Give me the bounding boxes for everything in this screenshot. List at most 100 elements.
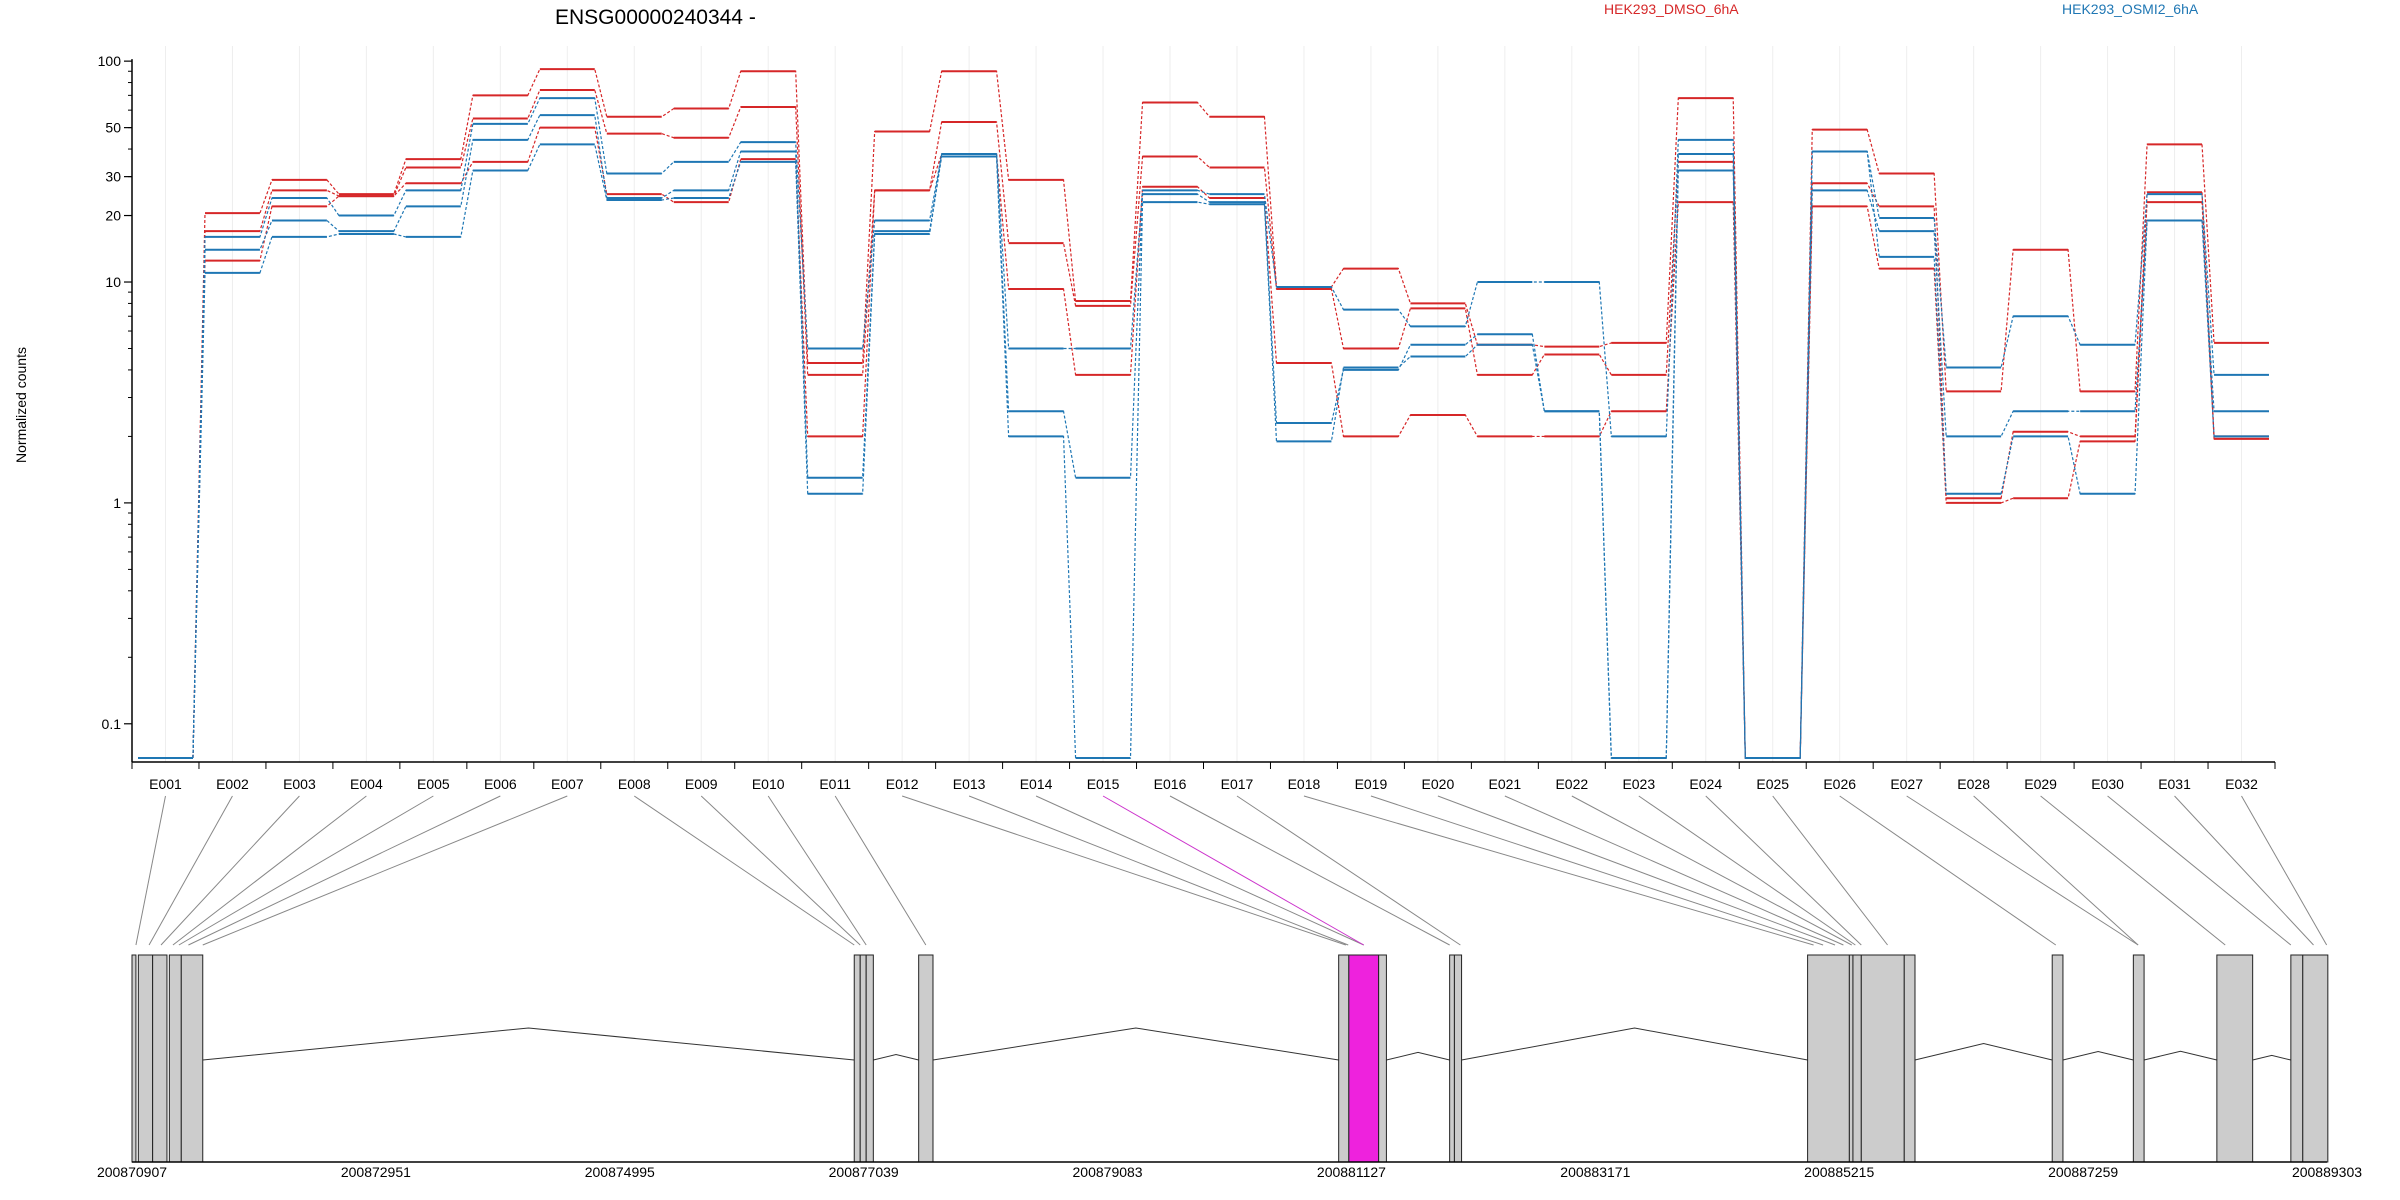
x-tick-label: E017 — [1221, 776, 1254, 792]
exon-link-line — [1504, 795, 1844, 946]
genomic-axis-label: 200887259 — [2048, 1164, 2118, 1180]
x-tick-label: E018 — [1288, 776, 1321, 792]
exon-link-line — [1839, 795, 2057, 946]
exon-box — [1848, 954, 1854, 1163]
vertical-grid-lines — [164, 46, 2243, 762]
exon-link-line — [1571, 795, 1852, 946]
exon-link-line — [1169, 795, 1450, 946]
exon-link-line — [1638, 795, 1856, 946]
y-axis: 0.1 1 10 20 30 50 100 — [98, 53, 133, 762]
exon-link-line — [968, 795, 1349, 946]
exon-box — [1860, 954, 1905, 1163]
exon-box — [1338, 954, 1350, 1163]
exon-box — [1453, 954, 1463, 1163]
series-line — [138, 89, 2269, 759]
exon-box — [1378, 954, 1387, 1163]
exon-link-line — [188, 795, 501, 946]
x-tick-label: E011 — [819, 776, 851, 792]
exon-link-line — [148, 795, 233, 946]
exon-box — [168, 954, 182, 1163]
x-tick-label: E007 — [551, 776, 584, 792]
y-tick-label: 1 — [113, 495, 121, 511]
x-tick-label: E013 — [953, 776, 986, 792]
exon-box — [918, 954, 934, 1163]
exon-link-line — [2107, 795, 2292, 946]
series-3 — [138, 126, 2269, 759]
x-tick-label: E015 — [1087, 776, 1120, 792]
legend-entry-osmi2: HEK293_OSMI2_6hA — [2062, 1, 2199, 17]
series-4 — [138, 97, 2269, 759]
exon-link-line — [767, 795, 867, 946]
series-5 — [138, 114, 2269, 759]
exon-link-line — [901, 795, 1346, 946]
y-tick-label: 0.1 — [102, 716, 122, 732]
x-tick-label: E024 — [1689, 776, 1722, 792]
genomic-axis-label: 200885215 — [1804, 1164, 1874, 1180]
intron-line — [2062, 1051, 2134, 1061]
series-1 — [138, 68, 2269, 759]
exon-link-line — [2241, 795, 2328, 946]
exon-link-line — [135, 795, 166, 946]
exon-link-line — [633, 795, 855, 946]
exon-link-line — [1035, 795, 1364, 946]
legend-entry-dmso: HEK293_DMSO_6hA — [1604, 1, 1739, 17]
x-tick-label: E029 — [2024, 776, 2057, 792]
x-tick-label: E023 — [1622, 776, 1655, 792]
x-tick-label: E020 — [1422, 776, 1455, 792]
x-tick-label: E001 — [149, 776, 182, 792]
x-tick-label: E032 — [2225, 776, 2258, 792]
series-line — [138, 143, 2269, 759]
exon-box — [853, 954, 861, 1163]
genomic-coordinate-axis: 200870907 200872951 200874995 200877039 2008… — [97, 1161, 2362, 1180]
x-tick-label: E031 — [2158, 776, 2191, 792]
exon-link-line — [172, 795, 367, 946]
y-tick-label: 30 — [105, 169, 121, 185]
genomic-axis-label: 200877039 — [829, 1164, 899, 1180]
series-2 — [138, 89, 2269, 759]
genomic-axis-label: 200881127 — [1317, 1164, 1386, 1180]
exon-link-line — [1437, 795, 1836, 946]
genomic-axis-label: 200870907 — [97, 1164, 167, 1180]
intron-line — [2143, 1050, 2217, 1061]
intron-line — [932, 1027, 1339, 1061]
intron-line — [1461, 1027, 1808, 1061]
exon-box — [2290, 954, 2304, 1163]
exon-box — [1449, 954, 1455, 1163]
intron-line — [1914, 1043, 2053, 1061]
genomic-axis-label: 200879083 — [1073, 1164, 1143, 1180]
exon-link-line — [2174, 795, 2314, 946]
exon-link-line — [1973, 795, 2139, 946]
y-tick-label: 50 — [105, 120, 121, 136]
series-line — [138, 127, 2269, 759]
series-lines — [138, 68, 2269, 759]
intron-line — [873, 1054, 919, 1061]
genomic-axis-label: 200874995 — [585, 1164, 655, 1180]
y-tick-label: 10 — [105, 274, 121, 290]
x-tick-label: E028 — [1957, 776, 1990, 792]
exon-link-line — [1906, 795, 2139, 946]
x-tick-label: E022 — [1555, 776, 1588, 792]
exon-box — [865, 954, 874, 1163]
exon-box — [859, 954, 867, 1163]
x-tick-label: E010 — [752, 776, 785, 792]
exon-box — [152, 954, 168, 1163]
genomic-axis-label: 200872951 — [341, 1164, 411, 1180]
exon-link-line — [1705, 795, 1862, 946]
x-axis: E001 E002 E003 E004 E005 E006 E007 E008 E009 E010… — [131, 761, 2276, 792]
exon-link-lines — [135, 795, 2328, 946]
exon-link-line-highlighted — [1102, 795, 1364, 946]
exon-box — [180, 954, 204, 1163]
series-line — [138, 68, 2269, 759]
exon-box — [1807, 954, 1850, 1163]
x-tick-label: E026 — [1823, 776, 1856, 792]
exon-box — [131, 954, 137, 1163]
x-tick-label: E025 — [1756, 776, 1789, 792]
exon-link-line — [834, 795, 927, 946]
x-tick-label: E014 — [1020, 776, 1053, 792]
y-axis-label: Normalized counts — [13, 347, 29, 463]
gene-model — [131, 954, 2329, 1163]
y-tick-label: 20 — [105, 208, 121, 224]
exon-link-line — [202, 795, 568, 946]
x-tick-label: E003 — [283, 776, 316, 792]
